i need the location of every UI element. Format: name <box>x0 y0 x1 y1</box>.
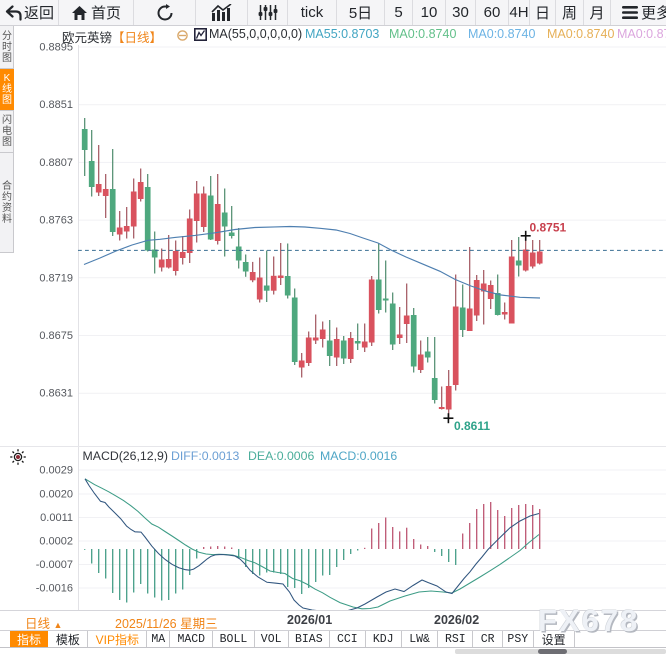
svg-text:0.8807: 0.8807 <box>39 157 73 169</box>
svg-text:0.8851: 0.8851 <box>39 99 73 111</box>
svg-text:-0.0007: -0.0007 <box>36 559 73 571</box>
svg-text:0.8631: 0.8631 <box>39 388 73 400</box>
svg-text:DEA:0.0006: DEA:0.0006 <box>248 449 314 463</box>
svg-text:DIFF:0.0013: DIFF:0.0013 <box>171 449 240 463</box>
svg-text:MACD(26,12,9): MACD(26,12,9) <box>83 449 168 463</box>
svg-text:MACD:0.0016: MACD:0.0016 <box>320 449 397 463</box>
svg-text:0.8675: 0.8675 <box>39 330 73 342</box>
svg-text:0.0002: 0.0002 <box>39 536 73 548</box>
svg-text:0.0020: 0.0020 <box>39 489 73 501</box>
svg-text:0.0011: 0.0011 <box>40 512 73 524</box>
svg-text:0.8895: 0.8895 <box>39 42 73 54</box>
svg-text:-0.0016: -0.0016 <box>36 583 73 595</box>
svg-text:0.8719: 0.8719 <box>39 272 73 284</box>
svg-text:0.8763: 0.8763 <box>39 215 73 227</box>
svg-text:0.8611: 0.8611 <box>454 419 490 433</box>
svg-text:0.8751: 0.8751 <box>530 221 567 235</box>
svg-text:0.0029: 0.0029 <box>39 465 73 477</box>
